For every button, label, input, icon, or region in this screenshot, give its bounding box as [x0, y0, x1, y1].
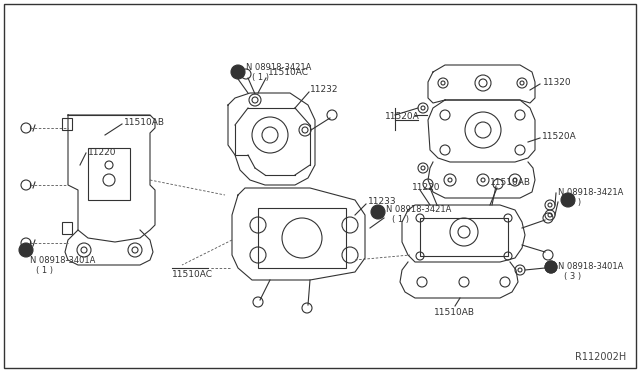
Text: 11520A: 11520A: [385, 112, 420, 121]
Circle shape: [19, 243, 33, 257]
Text: N: N: [235, 69, 241, 75]
Bar: [62, 222, 72, 234]
Text: N: N: [565, 197, 571, 203]
Bar: [420, 218, 508, 256]
Bar: [88, 148, 130, 200]
Text: 11510AB: 11510AB: [434, 308, 475, 317]
Circle shape: [231, 65, 245, 79]
Text: 11510AC: 11510AC: [268, 68, 309, 77]
Text: N: N: [23, 247, 29, 253]
Text: 11510AB: 11510AB: [490, 178, 531, 187]
Circle shape: [371, 205, 385, 219]
Text: ( 1 ): ( 1 ): [392, 215, 409, 224]
Text: ( 1 ): ( 1 ): [36, 266, 53, 275]
Circle shape: [545, 261, 557, 273]
Text: 11233: 11233: [368, 197, 397, 206]
Text: ( 3 ): ( 3 ): [564, 198, 581, 207]
Text: N: N: [375, 209, 381, 215]
Text: 11320: 11320: [543, 78, 572, 87]
Text: 11510AC: 11510AC: [172, 270, 213, 279]
Text: 11232: 11232: [310, 85, 339, 94]
Text: ( 3 ): ( 3 ): [564, 272, 581, 281]
Text: R112002H: R112002H: [575, 352, 627, 362]
Text: N 08918-3421A: N 08918-3421A: [246, 63, 312, 72]
Text: 11510AB: 11510AB: [124, 118, 165, 127]
Text: 11520A: 11520A: [542, 132, 577, 141]
Circle shape: [545, 261, 557, 273]
Text: N: N: [548, 264, 554, 270]
Text: 11220: 11220: [412, 183, 440, 192]
Text: N 08918-3401A: N 08918-3401A: [558, 262, 623, 271]
Text: N: N: [548, 264, 554, 270]
Text: N 08918-3421A: N 08918-3421A: [386, 205, 451, 214]
Bar: [62, 118, 72, 130]
Text: N 08918-3421A: N 08918-3421A: [558, 188, 623, 197]
Text: ( 1 ): ( 1 ): [252, 73, 269, 82]
Circle shape: [561, 193, 575, 207]
Text: N 08918-3401A: N 08918-3401A: [30, 256, 95, 265]
Text: 11220: 11220: [88, 148, 116, 157]
Bar: [258, 208, 346, 268]
